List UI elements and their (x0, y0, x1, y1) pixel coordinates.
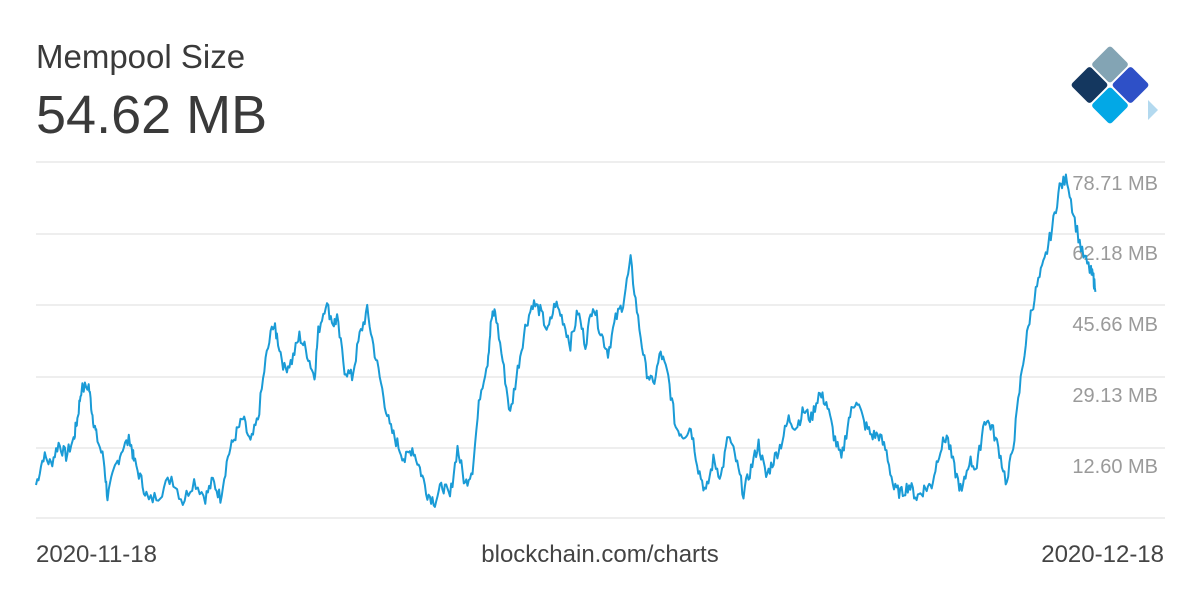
chart-title: Mempool Size (36, 38, 246, 75)
chart-series (35, 173, 1097, 508)
y-tick-label: 62.18 MB (1072, 243, 1158, 265)
x-axis-start-date: 2020-11-18 (36, 541, 157, 568)
current-value: 54.62 MB (36, 85, 268, 145)
source-label: blockchain.com/charts (481, 541, 719, 568)
logo-tile-bottom (1092, 87, 1128, 124)
y-tick-label: 45.66 MB (1072, 314, 1158, 336)
logo-tile-top (1092, 46, 1128, 83)
y-axis-ticks: 12.60 MB 29.13 MB 45.66 MB 62.18 MB 78.71 MB (1072, 173, 1158, 478)
y-tick-label: 12.60 MB (1072, 456, 1158, 478)
chart-gridlines (36, 161, 1165, 519)
mempool-size-series-line (35, 173, 1097, 508)
logo-accent (1148, 100, 1158, 120)
y-tick-label: 29.13 MB (1072, 385, 1158, 407)
x-axis-end-date: 2020-12-18 (1041, 541, 1164, 568)
y-tick-label: 78.71 MB (1072, 173, 1158, 195)
logo-tile-left (1071, 67, 1108, 103)
blockchain-diamond-logo-icon (1071, 46, 1158, 124)
logo-tile-right (1112, 67, 1149, 103)
